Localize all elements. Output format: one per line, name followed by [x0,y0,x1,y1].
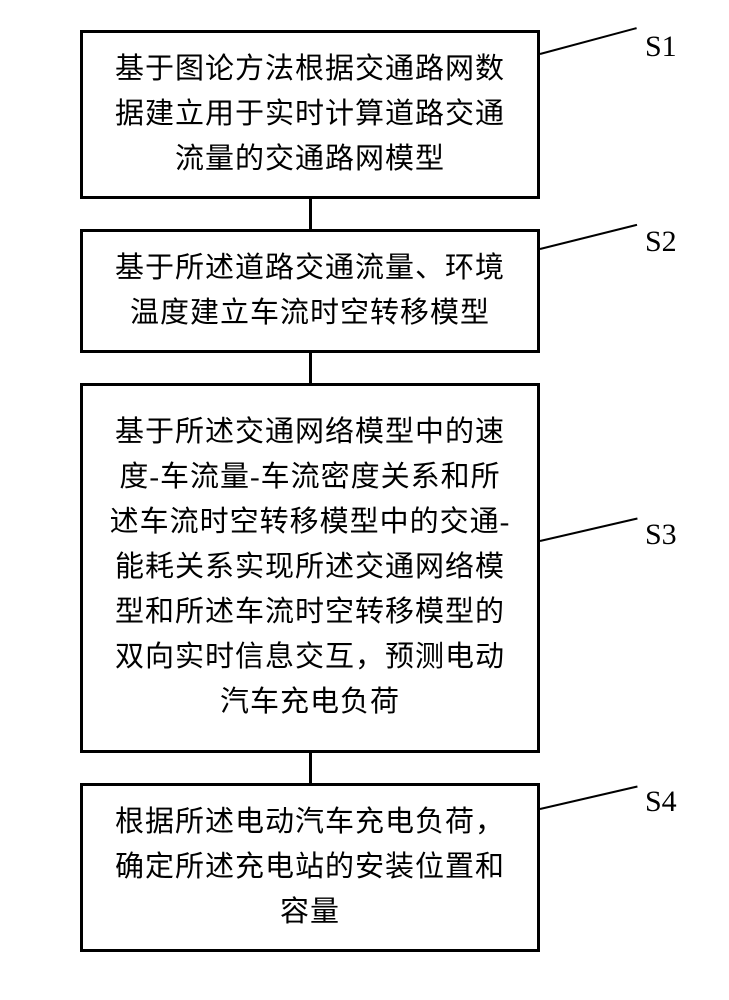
connector-2 [309,353,312,383]
flowchart-container: 基于图论方法根据交通路网数据建立用于实时计算道路交通流量的交通路网模型基于所述道… [80,30,540,952]
label-line-s4 [540,786,638,810]
step-box-s2: 基于所述道路交通流量、环境温度建立车流时空转移模型 [80,229,540,353]
step-label-s3: S3 [645,518,677,552]
step-box-s1: 基于图论方法根据交通路网数据建立用于实时计算道路交通流量的交通路网模型 [80,30,540,199]
step-label-s4: S4 [645,785,677,819]
label-line-s3 [540,518,638,542]
step-label-s1: S1 [645,30,677,64]
connector-1 [309,199,312,229]
label-line-s1 [540,27,637,55]
label-line-s2 [540,224,638,250]
connector-3 [309,753,312,783]
step-box-s4: 根据所述电动汽车充电负荷，确定所述充电站的安装位置和容量 [80,783,540,952]
step-label-s2: S2 [645,225,677,259]
step-box-s3: 基于所述交通网络模型中的速度-车流量-车流密度关系和所述车流时空转移模型中的交通… [80,383,540,753]
